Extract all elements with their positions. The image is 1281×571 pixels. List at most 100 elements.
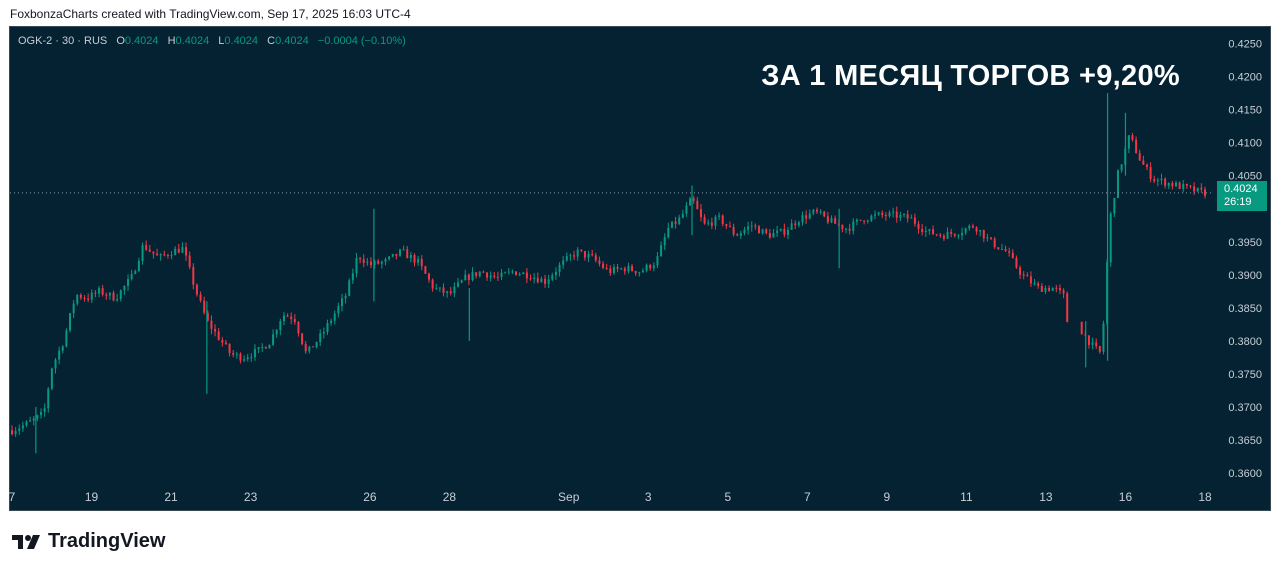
candle-body bbox=[641, 270, 644, 273]
candle-body bbox=[754, 225, 757, 227]
candle-body bbox=[587, 254, 590, 258]
candle-body bbox=[1098, 346, 1101, 352]
candle-body bbox=[108, 292, 111, 296]
candle-body bbox=[808, 213, 811, 219]
candle-body bbox=[1029, 276, 1032, 284]
candle-body bbox=[460, 280, 463, 283]
candle-body bbox=[823, 211, 826, 217]
candle-body bbox=[750, 225, 753, 227]
time-tick-label: 7 bbox=[804, 490, 811, 504]
candle-body bbox=[841, 224, 844, 229]
candle-body bbox=[863, 220, 866, 222]
candle-body bbox=[852, 221, 855, 231]
candle-body bbox=[290, 316, 293, 320]
candle-body bbox=[663, 237, 666, 246]
candle-body bbox=[1019, 267, 1022, 275]
candle-body bbox=[939, 234, 942, 236]
candle-body bbox=[1008, 251, 1011, 253]
candle-body bbox=[279, 321, 282, 331]
candle-body bbox=[18, 428, 21, 431]
candle-body bbox=[554, 271, 557, 276]
candle-body bbox=[739, 233, 742, 236]
candle-body bbox=[714, 216, 717, 226]
candle-body bbox=[888, 212, 891, 217]
candle-body bbox=[1160, 178, 1163, 181]
candle-body bbox=[203, 300, 206, 313]
candle-body bbox=[319, 333, 322, 342]
candle-body bbox=[482, 271, 485, 273]
candle-body bbox=[489, 275, 492, 278]
candle-body bbox=[895, 211, 898, 218]
candle-body bbox=[493, 275, 496, 277]
candle-body bbox=[786, 229, 789, 235]
price-tick-label: 0.3900 bbox=[1228, 270, 1262, 282]
candle-body bbox=[1004, 248, 1007, 252]
candle-body bbox=[1095, 342, 1098, 347]
candle-body bbox=[696, 200, 699, 210]
candle-body bbox=[623, 268, 626, 272]
candle-body bbox=[388, 256, 391, 260]
candle-body bbox=[453, 286, 456, 294]
candle-body bbox=[768, 233, 771, 238]
candle-body bbox=[428, 273, 431, 280]
candle-body bbox=[816, 209, 819, 212]
ohlc-legend: OGK-2 · 30 · RUS O0.4024 H0.4024 L0.4024… bbox=[18, 35, 406, 47]
candle-body bbox=[692, 198, 695, 201]
candle-body bbox=[1022, 274, 1025, 276]
candle-body bbox=[141, 245, 144, 262]
candle-body bbox=[1204, 189, 1206, 196]
candle-body bbox=[413, 254, 416, 263]
candle-body bbox=[728, 225, 731, 227]
candle-body bbox=[272, 334, 275, 345]
price-tick-label: 0.4200 bbox=[1228, 72, 1262, 84]
price-tick-label: 0.3800 bbox=[1228, 336, 1262, 348]
candle-body bbox=[61, 346, 64, 351]
candle-body bbox=[475, 272, 478, 277]
candle-body bbox=[1149, 167, 1152, 179]
candle-body bbox=[326, 323, 329, 333]
candle-body bbox=[464, 274, 467, 281]
legend-close-value: 0.4024 bbox=[275, 35, 309, 47]
candle-body bbox=[533, 277, 536, 280]
candle-body bbox=[311, 346, 314, 348]
candle-body bbox=[685, 205, 688, 214]
candle-body bbox=[848, 228, 851, 231]
candle-body bbox=[282, 315, 285, 322]
candle-body bbox=[359, 258, 362, 260]
candle-body bbox=[660, 245, 663, 257]
legend-low-label: L bbox=[218, 35, 225, 47]
candle-body bbox=[156, 253, 159, 256]
candle-body bbox=[72, 303, 75, 314]
candle-body bbox=[116, 299, 119, 301]
tradingview-logo[interactable]: TradingView bbox=[12, 530, 165, 553]
candle-body bbox=[529, 278, 532, 280]
candle-body bbox=[1091, 342, 1094, 345]
candle-body bbox=[398, 249, 401, 256]
candle-body bbox=[558, 264, 561, 272]
candle-body bbox=[1120, 164, 1123, 171]
candle-body bbox=[395, 253, 398, 256]
legend-low-value: 0.4024 bbox=[224, 35, 259, 47]
candle-body bbox=[576, 249, 579, 257]
candle-body bbox=[355, 258, 358, 274]
candle-body bbox=[286, 315, 289, 317]
candle-body bbox=[518, 274, 521, 276]
candles-layer bbox=[11, 93, 1206, 454]
candle-body bbox=[903, 214, 906, 216]
time-tick-label: 7 bbox=[9, 490, 16, 504]
candle-body bbox=[504, 272, 507, 274]
chart-frame[interactable] bbox=[9, 26, 1271, 511]
candle-body bbox=[913, 217, 916, 224]
candle-body bbox=[148, 249, 151, 252]
price-tick-label: 0.3700 bbox=[1228, 402, 1262, 414]
candle-body bbox=[58, 350, 61, 360]
candle-body bbox=[725, 224, 728, 226]
candle-body bbox=[1058, 287, 1061, 291]
candle-body bbox=[373, 260, 376, 266]
candle-body bbox=[431, 279, 434, 289]
candle-body bbox=[670, 221, 673, 228]
candle-body bbox=[707, 222, 710, 224]
candle-body bbox=[1000, 248, 1003, 250]
time-tick-label: 3 bbox=[645, 490, 652, 504]
